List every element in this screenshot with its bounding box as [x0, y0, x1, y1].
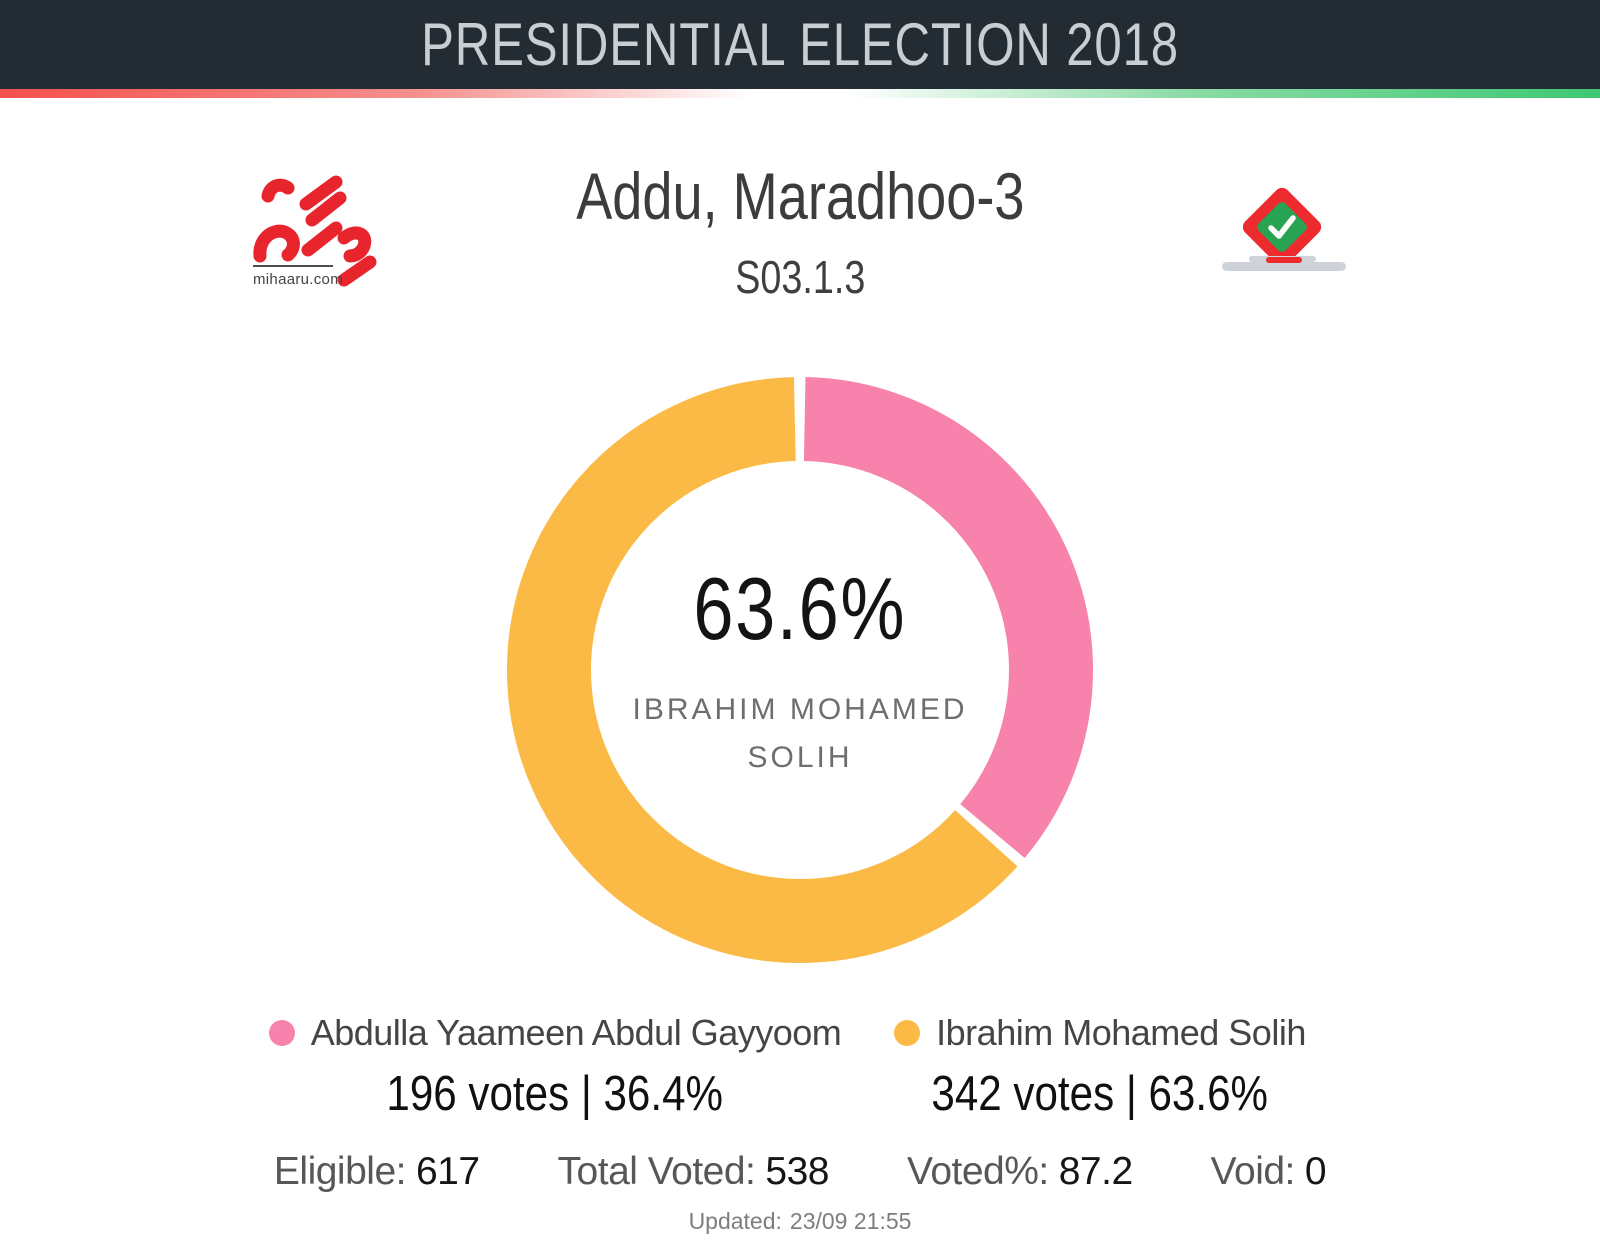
ballot-base-bar	[1222, 262, 1346, 271]
location-title: Addu, Maradhoo-3	[575, 159, 1025, 233]
legend-dot-yameen	[268, 1020, 295, 1046]
mihaaru-logo: mihaaru.com	[248, 168, 398, 293]
location-block: Addu, Maradhoo-3 S03.1.3	[400, 158, 1200, 304]
page-title: PRESIDENTIAL ELECTION 2018	[421, 11, 1179, 78]
ballot-diamond-green	[1255, 200, 1309, 254]
check-icon	[1268, 215, 1296, 239]
legend-item-yameen: Abdulla Yaameen Abdul Gayyoom 196 votes …	[245, 1012, 865, 1122]
donut-segment-yameen	[507, 377, 1093, 963]
last-updated: Updated: 23/09 21:55	[688, 1208, 912, 1234]
candidate-name-solih: Ibrahim Mohamed Solih	[936, 1012, 1306, 1053]
stat-void: Void: 0	[1210, 1150, 1327, 1193]
donut-segment-solih	[507, 377, 1093, 963]
donut-svg	[507, 377, 1093, 963]
ballot-paper-bar	[1266, 257, 1302, 263]
app-header: PRESIDENTIAL ELECTION 2018	[0, 0, 1600, 89]
mihaaru-logo-caption: mihaaru.com	[253, 265, 343, 288]
stat-voted-percent: Voted%: 87.2	[906, 1150, 1133, 1193]
votes-solih: 342 votes | 63.6%	[931, 1067, 1269, 1121]
flag-gradient-stripe	[0, 89, 1600, 98]
candidate-name-yameen: Abdulla Yaameen Abdul Gayyoom	[310, 1012, 842, 1053]
stat-eligible: Eligible: 617	[273, 1150, 480, 1193]
legend-dot-solih	[894, 1020, 921, 1046]
ballot-diamond-red	[1239, 184, 1325, 270]
mihaaru-logo-strokes	[253, 175, 377, 287]
stat-total-voted: Total Voted: 538	[557, 1150, 830, 1193]
turnout-stats-row: Eligible: 617 Total Voted: 538 Voted%: 8…	[0, 1150, 1600, 1194]
votes-yameen: 196 votes | 36.4%	[386, 1067, 724, 1121]
legend-item-solih: Ibrahim Mohamed Solih 342 votes | 63.6%	[790, 1012, 1410, 1122]
ballot-box-icon	[1222, 184, 1372, 286]
vote-share-donut-chart: 63.6% IBRAHIM MOHAMED SOLIH	[500, 370, 1100, 970]
ballot-box-code: S03.1.3	[734, 251, 866, 303]
